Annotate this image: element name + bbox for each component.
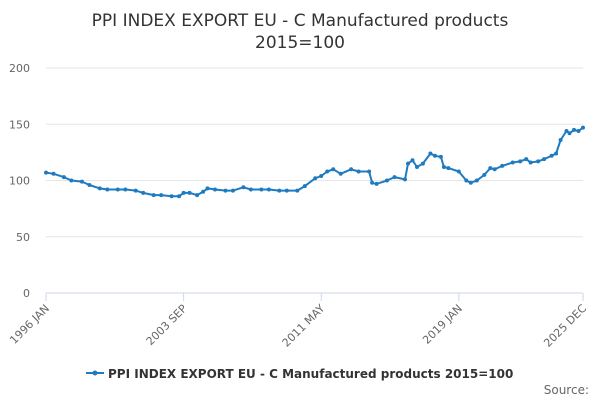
data-point bbox=[464, 178, 469, 183]
data-point bbox=[370, 180, 375, 185]
data-point bbox=[97, 186, 102, 191]
data-point bbox=[524, 157, 529, 162]
data-point bbox=[213, 187, 217, 192]
data-point bbox=[61, 175, 66, 180]
data-point bbox=[441, 165, 446, 169]
data-point bbox=[177, 194, 182, 199]
data-point bbox=[581, 125, 585, 130]
x-axis-labels: 1996 JAN 2003 SEP 2011 MAY 2019 JAN 2025 DEC bbox=[7, 302, 589, 350]
data-point bbox=[248, 187, 253, 192]
x-axis-ticks bbox=[45, 293, 584, 301]
data-point bbox=[123, 187, 128, 192]
data-point bbox=[474, 178, 479, 183]
data-point bbox=[69, 178, 74, 183]
x-tick-label: 2025 DEC bbox=[541, 302, 589, 350]
chart-title-line-1: PPI INDEX EXPORT EU - C Manufactured pro… bbox=[92, 11, 509, 31]
x-tick-label: 1996 JAN bbox=[7, 302, 52, 347]
data-point bbox=[374, 181, 379, 186]
data-point bbox=[79, 179, 84, 184]
data-point bbox=[187, 190, 192, 195]
data-point bbox=[510, 160, 515, 165]
data-point bbox=[558, 138, 563, 142]
data-point bbox=[500, 163, 505, 168]
data-point bbox=[492, 167, 497, 172]
data-point bbox=[295, 188, 300, 193]
series-group bbox=[44, 125, 585, 199]
data-point bbox=[44, 170, 48, 175]
data-point bbox=[468, 180, 473, 185]
data-point bbox=[205, 186, 210, 191]
data-point bbox=[438, 154, 443, 159]
data-point bbox=[536, 159, 541, 164]
data-point bbox=[482, 172, 487, 177]
y-tick-label: 200 bbox=[9, 62, 30, 75]
data-point bbox=[231, 188, 235, 193]
chart-title-line-2: 2015=100 bbox=[255, 33, 345, 53]
data-point bbox=[87, 183, 92, 187]
data-point bbox=[432, 153, 437, 158]
x-tick-label: 2019 JAN bbox=[420, 302, 465, 347]
y-tick-label: 50 bbox=[16, 231, 30, 244]
x-tick-label: 2003 SEP bbox=[144, 302, 190, 348]
data-point bbox=[554, 151, 559, 156]
data-point bbox=[420, 161, 425, 166]
data-point bbox=[181, 190, 186, 195]
data-point bbox=[567, 131, 572, 136]
data-point bbox=[488, 166, 493, 171]
data-point bbox=[446, 166, 451, 171]
data-point bbox=[115, 187, 120, 192]
data-point bbox=[572, 127, 576, 132]
y-tick-label: 0 bbox=[23, 287, 30, 300]
legend-item[interactable]: PPI INDEX EXPORT EU - C Manufactured pro… bbox=[86, 367, 513, 381]
data-point bbox=[415, 165, 419, 169]
data-point bbox=[151, 193, 156, 198]
data-point bbox=[223, 188, 228, 193]
legend-label: PPI INDEX EXPORT EU - C Manufactured pro… bbox=[108, 367, 513, 381]
data-point bbox=[201, 189, 206, 194]
data-point bbox=[51, 171, 56, 176]
data-point bbox=[428, 151, 433, 156]
data-point bbox=[367, 169, 372, 174]
data-point bbox=[356, 169, 361, 174]
data-point bbox=[549, 153, 554, 158]
data-point bbox=[456, 169, 461, 174]
data-point bbox=[277, 188, 282, 193]
data-point bbox=[313, 176, 318, 181]
data-point bbox=[338, 171, 343, 176]
data-point bbox=[259, 187, 264, 192]
data-point bbox=[195, 193, 200, 198]
x-tick-label: 2011 MAY bbox=[280, 302, 328, 350]
data-point bbox=[403, 177, 407, 182]
data-point bbox=[576, 129, 581, 133]
data-point bbox=[325, 169, 330, 174]
series-line bbox=[45, 126, 584, 198]
legend-marker-icon bbox=[92, 370, 98, 376]
y-tick-label: 150 bbox=[9, 118, 30, 131]
data-point bbox=[542, 157, 547, 162]
data-point bbox=[159, 193, 164, 198]
data-point bbox=[564, 129, 569, 133]
data-point bbox=[319, 174, 324, 178]
y-grid bbox=[46, 67, 583, 238]
y-axis-labels: 0 50 100 150 200 bbox=[9, 62, 30, 300]
data-point bbox=[141, 190, 146, 195]
data-point bbox=[169, 194, 174, 199]
data-point bbox=[392, 175, 397, 180]
data-point bbox=[133, 188, 138, 193]
data-point bbox=[331, 167, 336, 172]
data-point bbox=[302, 184, 307, 189]
data-point bbox=[349, 167, 354, 172]
data-point bbox=[284, 188, 289, 193]
data-point bbox=[518, 159, 523, 164]
data-point bbox=[406, 161, 410, 166]
data-point bbox=[105, 187, 110, 192]
data-point bbox=[241, 185, 246, 190]
source-label: Source: bbox=[544, 383, 589, 397]
data-point bbox=[410, 158, 415, 163]
data-point bbox=[385, 178, 389, 183]
data-point bbox=[266, 187, 271, 192]
y-tick-label: 100 bbox=[9, 175, 30, 188]
data-point bbox=[528, 160, 533, 165]
